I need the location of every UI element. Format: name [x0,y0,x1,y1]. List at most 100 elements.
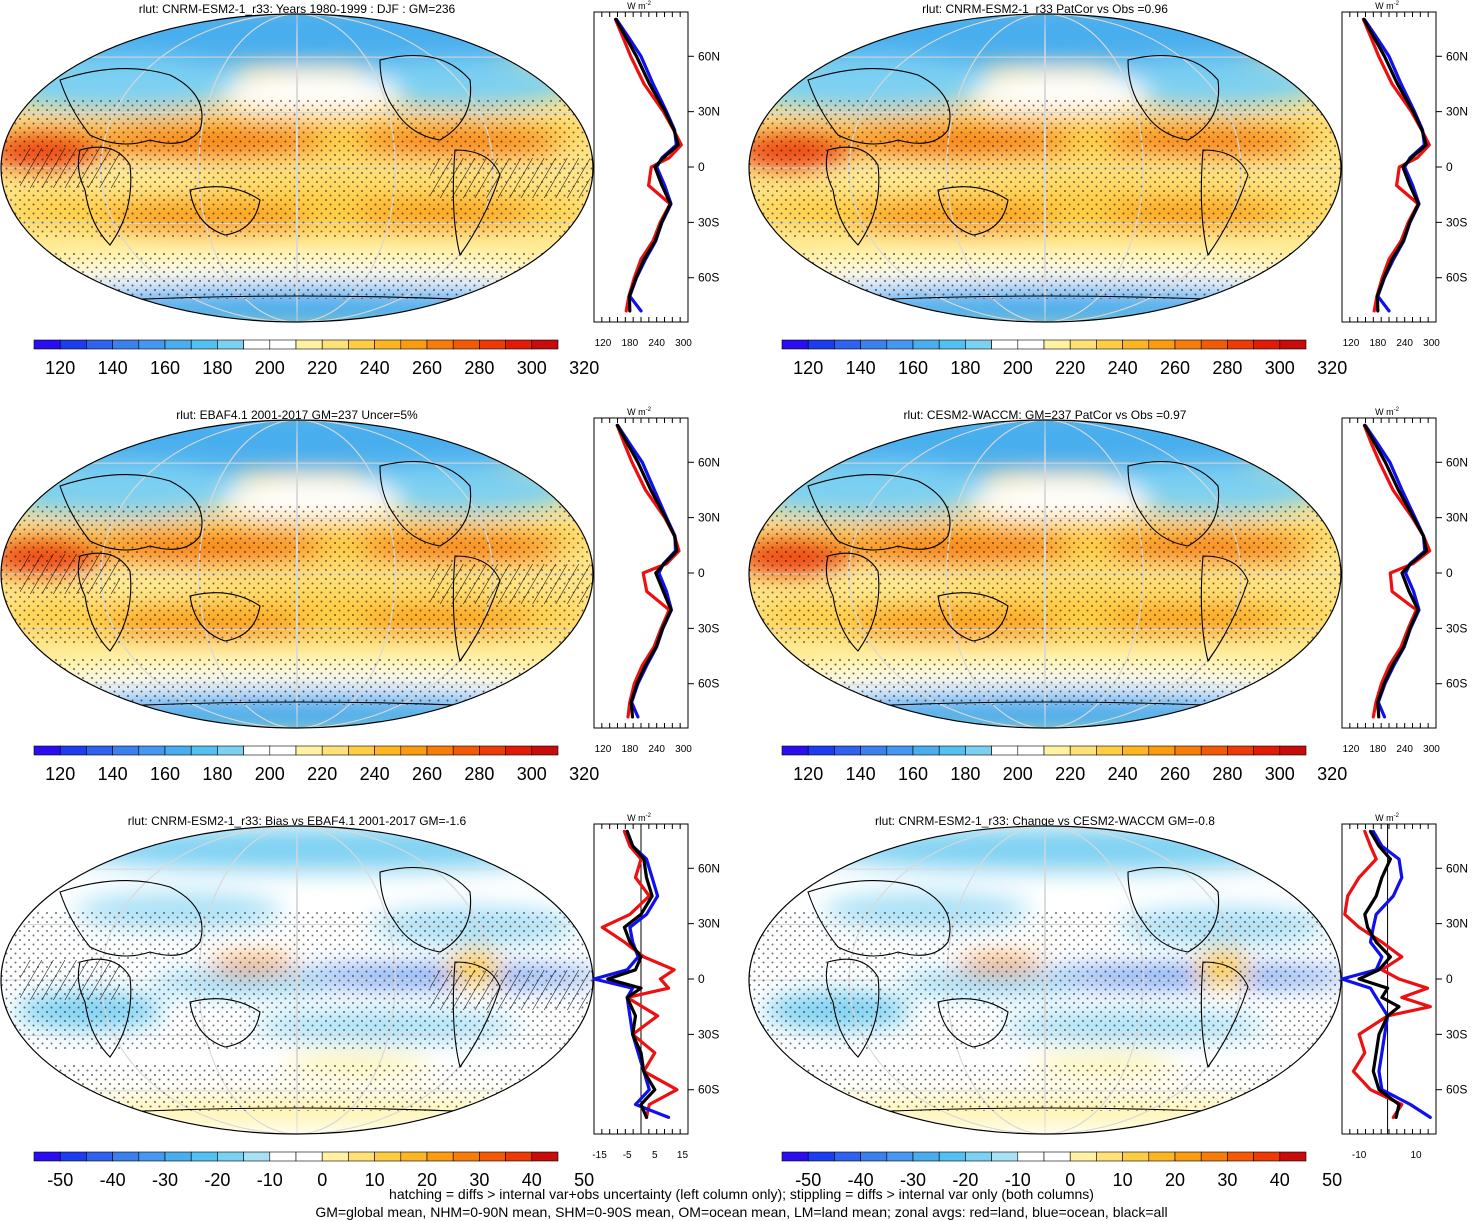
colorbar-label: 260 [412,358,442,378]
colorbar-label: -50 [47,1170,73,1190]
colorbar-label: 240 [1108,358,1138,378]
zonal-series-land [613,17,683,313]
colorbar-swatch [426,745,454,756]
zonal-lat-label: 60S [1446,1083,1467,1097]
colorbar-swatch [1279,745,1307,756]
panel-change: rlut: CNRM-ESM2-1_r33: Change vs CESM2-W… [748,813,1468,1190]
colorbar-swatch [138,339,166,350]
coastline [867,701,1229,707]
zonal-lat-label: 60N [1446,861,1468,875]
map-field [1,14,593,322]
zonal-lat-label: 30S [698,621,719,635]
zonal-lat-label: 0 [1446,160,1453,174]
zonal-mean-plot: W m-2 60N 30N 0 30S 60S 120 180 240 300 [1341,407,1468,755]
colorbar-swatch [374,745,402,756]
colorbar-label: 120 [793,358,823,378]
colorbar-swatch [1043,745,1071,756]
map-shade-region [341,464,579,514]
zonal-x-label: 120 [595,338,612,349]
colorbar-swatch [912,339,940,350]
colorbar-label: 160 [150,764,180,784]
colorbar-label: -30 [152,1170,178,1190]
colorbar-label: 160 [898,764,928,784]
colorbar-swatch [1227,1151,1254,1162]
colorbar-swatch [400,1151,428,1162]
panel-title: rlut: CESM2-WACCM: GM=237 PatCor vs Obs … [904,408,1187,422]
hatching [20,960,120,1000]
colorbar-swatch [112,1151,140,1162]
coastline [119,701,481,707]
coastline [452,149,501,257]
colorbar-swatch [938,339,966,350]
coastline [1200,555,1249,663]
coastline [1127,866,1220,953]
panel-cesm: rlut: CESM2-WACCM: GM=237 PatCor vs Obs … [748,407,1468,784]
colorbar-swatch [1200,339,1228,350]
zonal-series-ocean [592,829,671,1119]
zonal-lat-label: 60S [698,271,719,285]
zonal-mean-plot: W m-2 60N 30N 0 30S 60S -10 10 [1340,813,1468,1161]
zonal-x-label: 10 [1410,1150,1422,1161]
colorbar-swatch [33,339,61,350]
colorbar-swatch [426,339,454,350]
colorbar-swatch [86,1151,113,1162]
colorbar-swatch [1148,339,1176,350]
map-field [749,826,1341,1134]
coastline [807,880,951,957]
colorbar-swatch [452,1151,480,1162]
map-field [1,826,593,1134]
stippling [1,1064,593,1111]
colorbar-swatch [1174,339,1202,350]
colorbar-swatch [321,339,349,350]
colorbar-swatch [886,745,914,756]
colorbar-swatch [531,745,559,756]
colorbar-swatch [269,745,297,756]
zonal-lat-label: 60N [1446,455,1468,469]
colorbar-swatch [912,745,940,756]
map-border [748,419,1342,729]
zonal-frame [1341,823,1437,1135]
hatching [430,564,590,604]
zonal-lat-label: 30S [1446,215,1467,229]
colorbar-label: 180 [950,764,980,784]
colorbar-label: 180 [950,358,980,378]
colorbar-label: -40 [100,1170,126,1190]
zonal-series-all [614,17,680,313]
colorbar-swatch [781,745,809,756]
colorbar-label: 300 [517,764,547,784]
zonal-x-label: 15 [677,1150,689,1161]
colorbar-swatch [243,1151,271,1162]
colorbar-swatch [886,339,914,350]
colorbar-swatch [348,1151,375,1162]
colorbar-label: -20 [952,1170,978,1190]
colorbar-swatch [452,339,480,350]
zonal-x-label: 300 [1423,338,1440,349]
colorbar-swatch [1122,1151,1150,1162]
colorbar-label: -20 [204,1170,230,1190]
coastline [379,54,472,141]
zonal-x-label: 120 [1343,744,1360,755]
colorbar-swatch [1279,339,1307,350]
zonal-x-label: 180 [621,338,638,349]
colorbar-label: 140 [98,764,128,784]
colorbar-label: 240 [360,358,390,378]
coastline [937,186,1009,236]
colorbar-swatch [1148,745,1176,756]
colorbar-swatch [1096,339,1123,350]
colorbar-swatch [217,1151,244,1162]
map-shade-region [1089,58,1327,108]
colorbar-label: 0 [1065,1170,1075,1190]
colorbar-label: -30 [900,1170,926,1190]
coastline [825,146,880,246]
zonal-series-all [1363,423,1429,719]
colorbar-label: 260 [412,764,442,784]
colorbar-label: 200 [1003,358,1033,378]
zonal-x-label: 240 [1396,744,1413,755]
colorbar-label: 200 [255,764,285,784]
colorbar-swatch [1253,1151,1281,1162]
panel-title: rlut: CNRM-ESM2-1_r33 PatCor vs Obs =0.9… [922,2,1168,16]
zonal-lat-label: 60S [698,1083,719,1097]
colorbar-label: 180 [202,358,232,378]
colorbar-swatch [1174,1151,1202,1162]
zonal-units-label: W m-2 [627,813,651,823]
